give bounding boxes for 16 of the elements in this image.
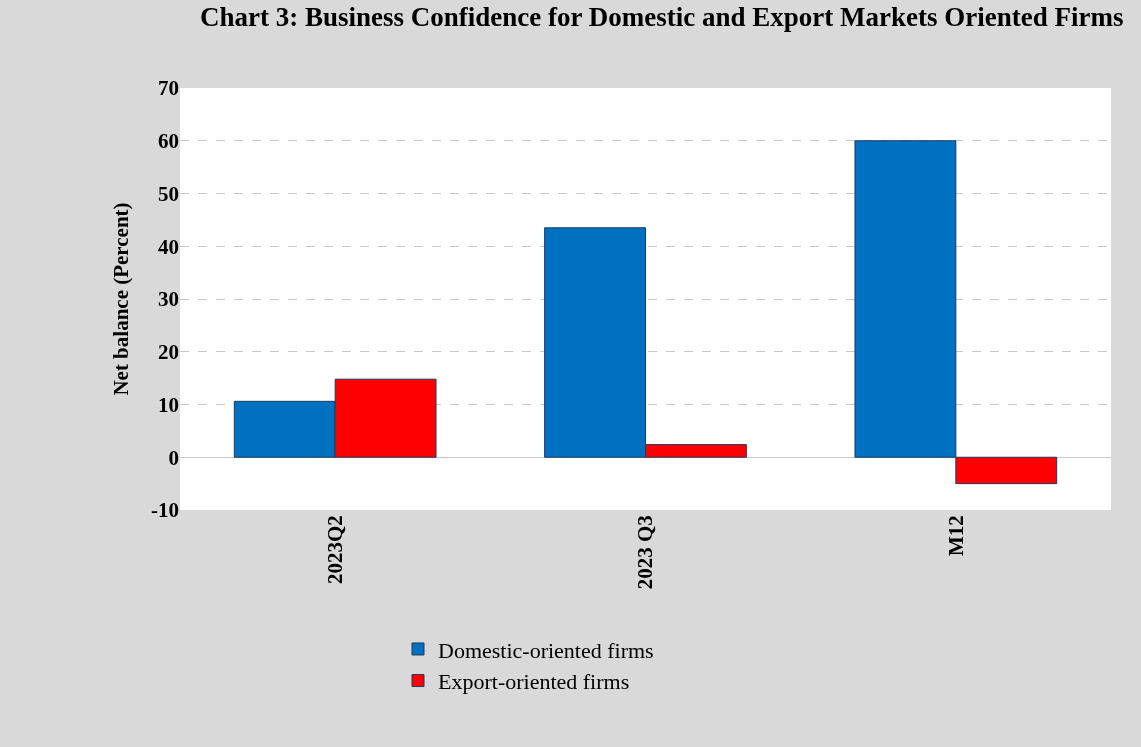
x-tick-label: 2023 Q3 (633, 515, 658, 590)
x-tick-label: 2023Q2 (323, 515, 347, 585)
x-tick-label: M12 (943, 515, 968, 557)
y-tick-label: 70 (158, 76, 179, 101)
y-axis-title: Net balance (Percent) (109, 202, 133, 396)
legend-label: Export-oriented firms (438, 669, 630, 695)
y-tick-label: 0 (168, 445, 179, 470)
y-tick-label: 60 (158, 129, 179, 154)
y-tick-label: 40 (158, 234, 179, 259)
y-tick-label: -10 (151, 498, 179, 523)
y-tick-label: 30 (158, 287, 179, 312)
y-tick-label: 20 (158, 340, 179, 365)
y-tick-label: 10 (158, 392, 179, 417)
y-tick-label: 50 (158, 181, 179, 206)
chart-title: Chart 3: Business Confidence for Domestic and Export Markets Oriented Firms (200, 2, 1124, 33)
legend-label: Domestic-oriented firms (438, 637, 654, 663)
